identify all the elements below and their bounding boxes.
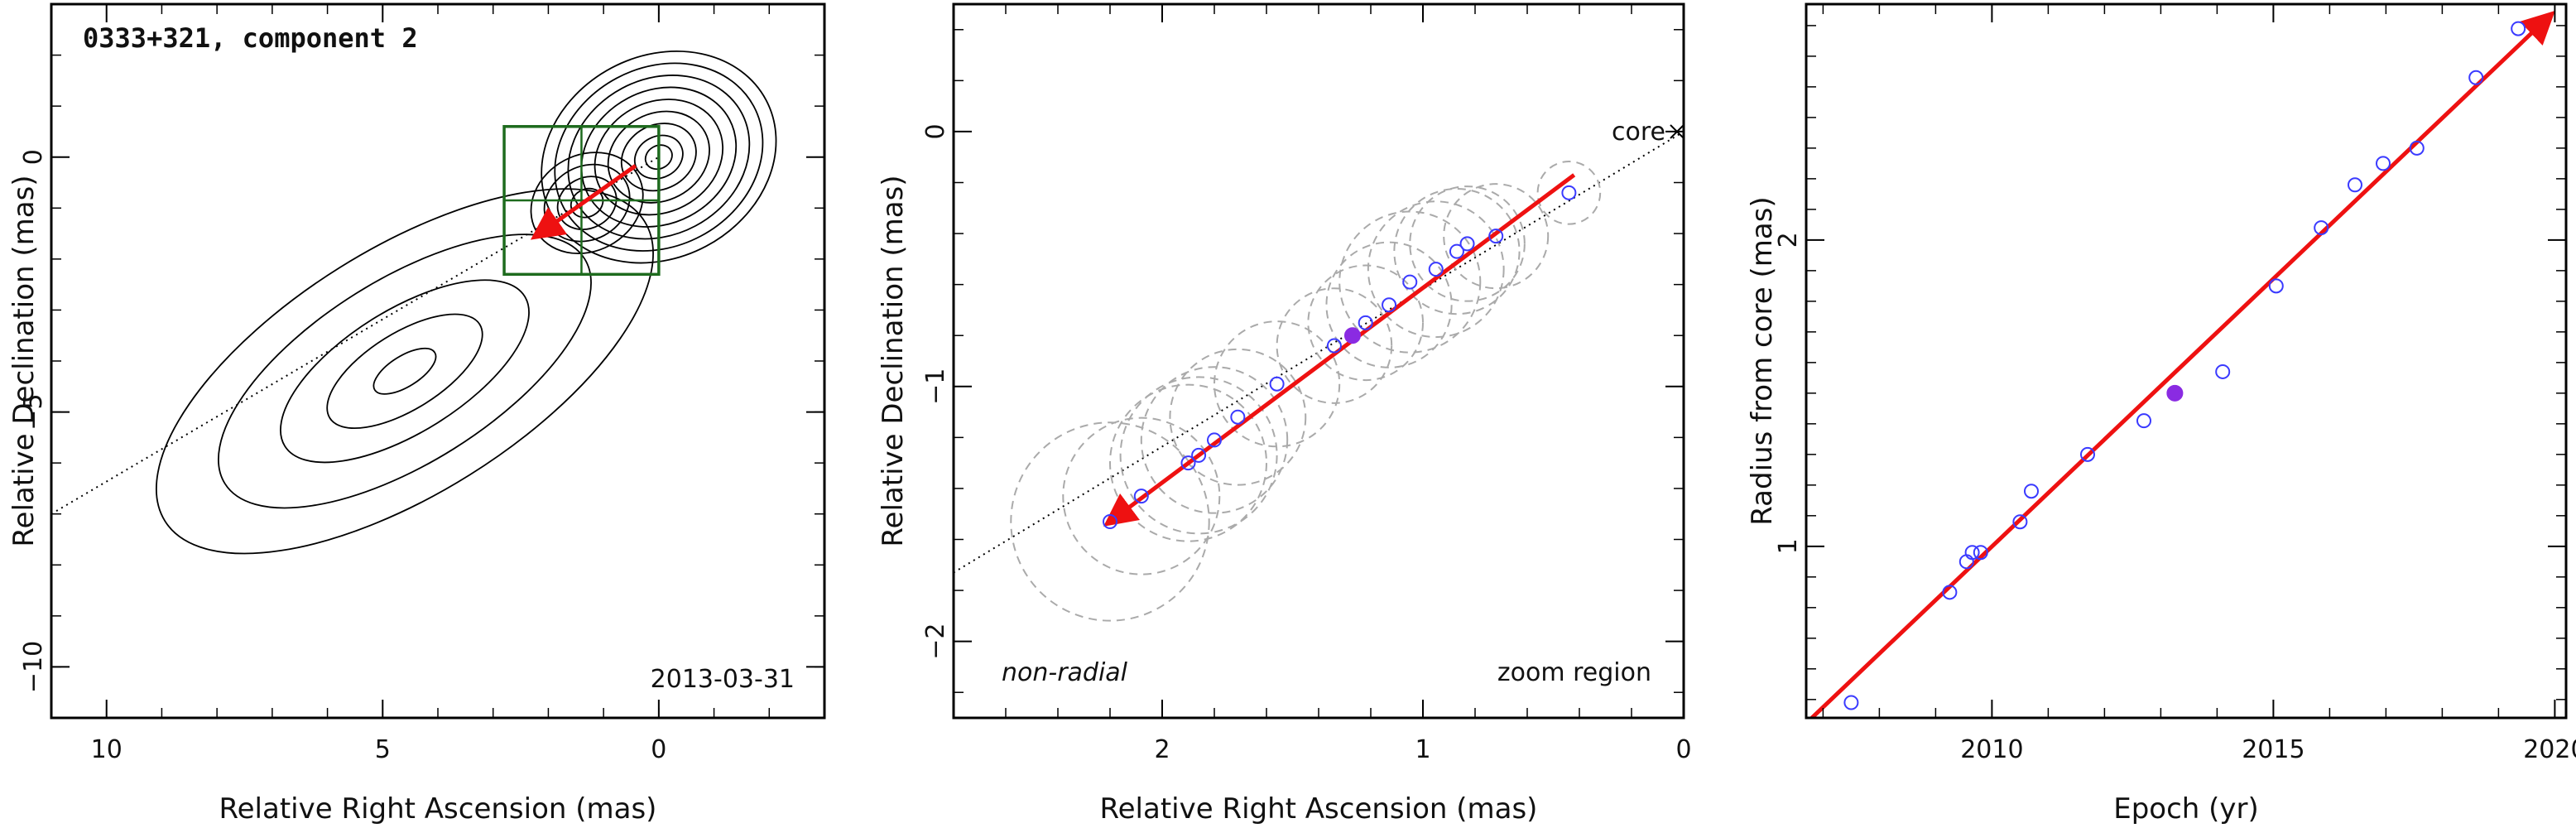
data-point	[1103, 513, 1117, 529]
data-point	[1843, 695, 1859, 710]
data-point	[2314, 220, 2329, 236]
contour-panel: 10 5 0 0 −5 −10 0333+321, component 2 2013-03…	[7, 2, 826, 826]
data-point	[1269, 376, 1285, 392]
panel2-ylabel: Relative Declination (mas)	[877, 175, 910, 546]
beam-circle	[1169, 348, 1307, 486]
highlight-point	[2166, 384, 2184, 402]
panel1-xtick-label: 5	[375, 735, 391, 764]
motion-vector	[530, 164, 637, 240]
data-point	[2268, 278, 2284, 294]
beam-circle	[1393, 188, 1521, 315]
beam-circle	[1119, 376, 1278, 535]
beam-circle	[1214, 320, 1341, 448]
panel2-frame	[952, 2, 1685, 720]
data-point	[2024, 484, 2039, 499]
panel1-title: 0333+321, component 2	[83, 22, 418, 54]
contour-line	[580, 86, 738, 228]
panel1-xtick-label: 0	[651, 735, 666, 764]
data-point	[1973, 545, 1988, 561]
data-point	[2468, 70, 2484, 85]
beam-circle	[1367, 200, 1505, 339]
contour-line	[644, 144, 673, 171]
panel3-frame	[1805, 2, 2568, 720]
data-point	[2348, 177, 2362, 193]
data-point	[2215, 363, 2231, 379]
data-point	[2376, 156, 2391, 171]
panel2-ytick-label: 0	[921, 123, 950, 139]
panel2-ytick-label: −1	[921, 368, 950, 405]
data-point	[2136, 413, 2151, 429]
data-point	[1133, 489, 1149, 504]
motion-vector	[1103, 173, 1576, 527]
data-point	[1230, 409, 1246, 425]
data-point	[2080, 446, 2095, 462]
data-point	[1964, 545, 1980, 561]
contour-line	[326, 313, 483, 430]
data-point	[1459, 236, 1475, 252]
beam-circle	[1062, 416, 1221, 575]
panel1-date: 2013-03-31	[651, 665, 795, 694]
beam-circle	[1307, 264, 1424, 382]
data-point	[1191, 447, 1207, 463]
data-point	[1942, 585, 1958, 600]
panel3-xtick-label: 2020	[2523, 735, 2576, 764]
panel1-ytick-label: −10	[19, 641, 48, 693]
panel2-xtick-label: 0	[1675, 735, 1691, 764]
panel1-frame	[50, 2, 826, 720]
data-point	[1449, 243, 1464, 259]
panel1-ytick-label: 0	[19, 149, 48, 165]
highlight-point	[1343, 327, 1361, 344]
panel3-xtick-label: 2015	[2242, 735, 2304, 764]
panel2-xlabel: Relative Right Ascension (mas)	[1100, 792, 1538, 826]
beam-circle	[1443, 183, 1550, 290]
data-point	[1180, 455, 1196, 471]
beam-circle	[1140, 366, 1289, 514]
reference-line	[51, 156, 660, 515]
panel3-ytick-label: 1	[1774, 538, 1803, 554]
panel2-label-right: zoom region	[1497, 658, 1651, 687]
data-point	[1428, 262, 1444, 277]
panel3-ylabel: Radius from core (mas)	[1746, 196, 1779, 525]
data-point	[1382, 297, 1397, 313]
radius-epoch-panel: 2010 2015 2020 1 2 Epoch (yr) Radius from co…	[1746, 2, 2576, 826]
beam-circle	[1409, 185, 1526, 302]
panel2-ytick-label: −2	[921, 623, 950, 660]
panel3-ytick-label: 2	[1774, 232, 1803, 248]
panel1-xlabel: Relative Right Ascension (mas)	[219, 792, 657, 826]
data-point	[1358, 315, 1373, 330]
beam-circle	[1338, 210, 1482, 354]
beam-circle	[1276, 287, 1393, 404]
data-point	[1326, 338, 1342, 354]
panel1-xtick-label: 10	[91, 735, 123, 764]
panel2-xtick-label: 1	[1415, 735, 1430, 764]
contour-line	[530, 152, 644, 255]
contour-line	[633, 134, 684, 180]
zoom-panel: 2 1 0 0 −1 −2 non-radial zoom region core Rel…	[877, 2, 1692, 826]
beam-circle	[1109, 383, 1267, 542]
contour-line	[372, 347, 437, 395]
contour-line	[218, 233, 592, 509]
data-point	[1561, 185, 1577, 200]
data-point	[1207, 432, 1222, 448]
panel3-xlabel: Epoch (yr)	[2113, 792, 2259, 826]
panel1-ytick-label: −5	[19, 393, 48, 430]
contour-line	[155, 188, 654, 555]
beam-circle	[1325, 241, 1453, 368]
panel2-xtick-label: 2	[1154, 735, 1170, 764]
panel1-ylabel: Relative Declination (mas)	[7, 175, 41, 546]
contour-line	[280, 279, 530, 464]
beam-circle	[1010, 421, 1210, 622]
fit-line	[1810, 10, 2555, 718]
data-point	[2409, 140, 2425, 156]
data-point	[1488, 229, 1504, 244]
data-point	[2012, 514, 2028, 530]
data-point	[1402, 274, 1418, 290]
panel2-label-left: non-radial	[1002, 658, 1128, 687]
core-label: core	[1612, 118, 1665, 147]
beam-circle	[1536, 161, 1602, 225]
data-point	[2511, 21, 2526, 36]
panel3-xtick-label: 2010	[1960, 735, 2023, 764]
